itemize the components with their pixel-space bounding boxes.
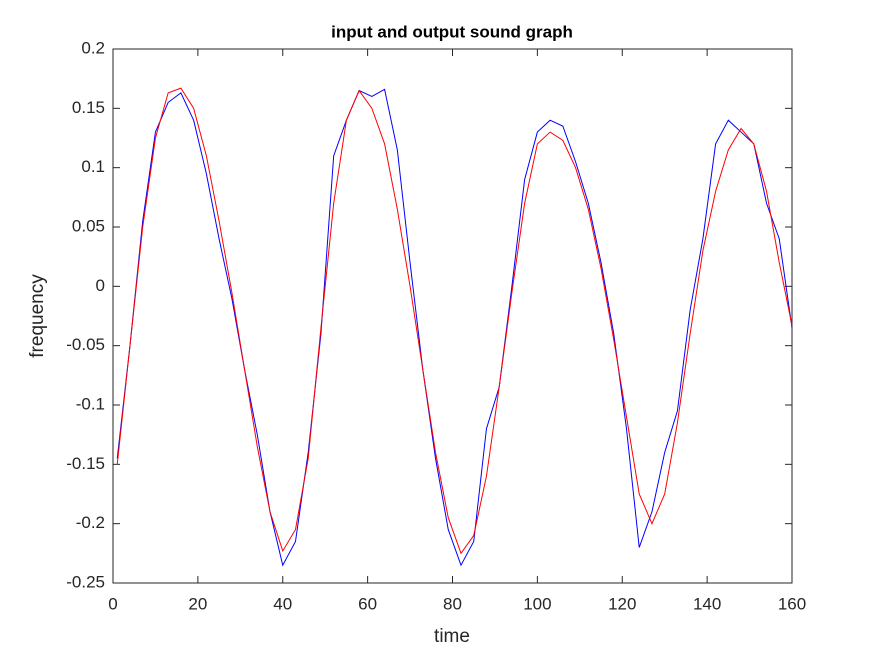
y-axis-label: frequency — [27, 274, 48, 358]
y-tick-label: -0.2 — [76, 513, 105, 532]
series-line — [116, 88, 793, 567]
chart-title: input and output sound graph — [331, 22, 573, 41]
y-tick-label: -0.05 — [66, 335, 105, 354]
x-tick-label: 100 — [523, 594, 551, 613]
x-tick-label: 0 — [108, 594, 117, 613]
y-tick-label: -0.1 — [76, 394, 105, 413]
y-tick-label: 0.05 — [72, 216, 105, 235]
x-tick-label: 20 — [188, 594, 207, 613]
x-tick-label: 120 — [608, 594, 636, 613]
y-tick-label: -0.15 — [66, 454, 105, 473]
x-tick-label: 60 — [358, 594, 377, 613]
y-tick-label: 0.15 — [72, 98, 105, 117]
y-tick-label: 0.1 — [81, 157, 105, 176]
y-tick-label: -0.25 — [66, 572, 105, 591]
x-tick-label: 80 — [443, 594, 462, 613]
y-tick-label: 0 — [96, 276, 105, 295]
x-tick-label: 140 — [693, 594, 721, 613]
x-tick-label: 160 — [778, 594, 806, 613]
series-line — [116, 87, 793, 555]
x-axis-label: time — [434, 626, 470, 647]
x-tick-label: 40 — [273, 594, 292, 613]
plot-box — [112, 48, 793, 584]
y-tick-label: 0.2 — [81, 38, 105, 57]
